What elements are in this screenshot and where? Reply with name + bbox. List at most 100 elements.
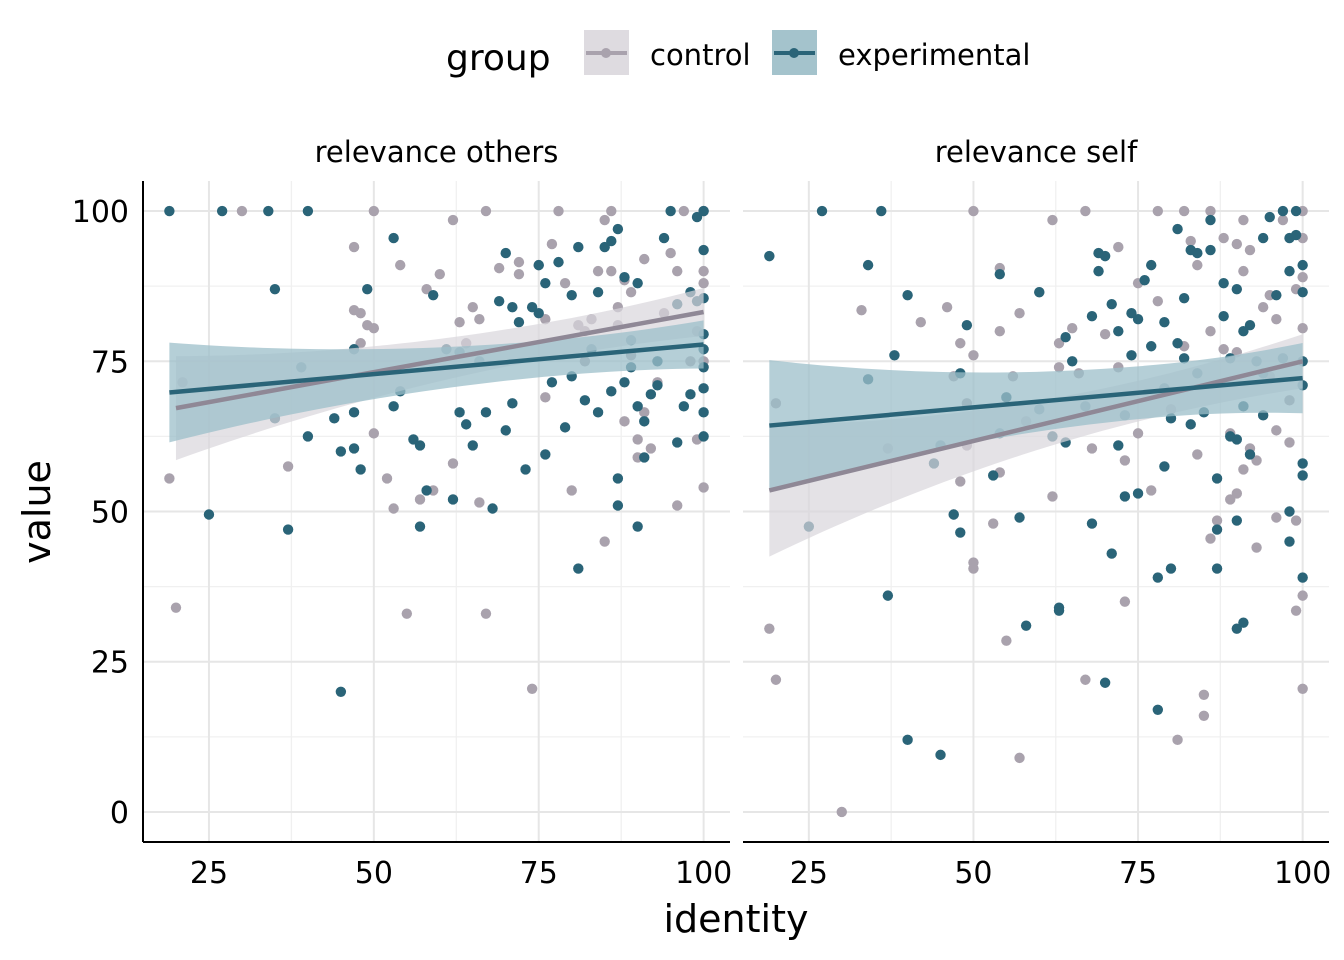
point-experimental <box>216 205 228 217</box>
point-experimental <box>1284 506 1295 517</box>
point-experimental <box>1284 536 1295 547</box>
point-experimental <box>1159 317 1170 328</box>
point-experimental <box>1146 259 1157 271</box>
point-experimental <box>592 286 604 298</box>
point-experimental <box>1113 326 1124 337</box>
point-control <box>1086 443 1098 454</box>
point-control <box>401 608 413 619</box>
point-control <box>1080 674 1091 685</box>
point-experimental <box>428 289 439 301</box>
point-experimental <box>507 398 518 409</box>
point-control <box>1152 205 1164 217</box>
point-control <box>170 602 182 613</box>
point-experimental <box>454 407 465 418</box>
y-tick-label: 100 <box>72 195 129 230</box>
point-control <box>1001 635 1012 646</box>
point-experimental <box>1106 548 1117 559</box>
point-experimental <box>1014 512 1025 523</box>
point-experimental <box>612 473 624 484</box>
legend-title: group <box>446 38 551 79</box>
point-experimental <box>882 590 894 601</box>
point-control <box>553 205 564 217</box>
legend-label-experimental: experimental <box>838 38 1030 72</box>
point-experimental <box>1152 572 1164 583</box>
point-experimental <box>203 509 215 520</box>
point-control <box>1218 232 1229 244</box>
point-experimental <box>1106 298 1117 310</box>
y-axis-title: value <box>15 460 59 564</box>
point-experimental <box>493 295 505 307</box>
point-control <box>513 268 525 280</box>
point-control <box>599 536 610 547</box>
point-experimental <box>1020 620 1032 631</box>
point-control <box>1205 533 1216 544</box>
point-experimental <box>902 734 913 746</box>
point-control <box>1047 214 1058 226</box>
point-control <box>1284 437 1295 448</box>
point-control <box>606 265 617 277</box>
point-experimental <box>546 377 558 388</box>
point-experimental <box>1060 332 1071 343</box>
point-control <box>1290 605 1302 616</box>
point-experimental <box>658 232 670 244</box>
point-control <box>480 205 492 217</box>
ribbon-experimental <box>169 320 704 443</box>
point-experimental <box>994 268 1005 280</box>
point-control <box>355 308 366 319</box>
point-control <box>1297 683 1308 694</box>
point-experimental <box>1238 617 1249 628</box>
point-experimental <box>1053 605 1065 616</box>
point-control <box>1205 326 1216 337</box>
point-experimental <box>889 350 900 361</box>
point-control <box>625 286 637 298</box>
point-experimental <box>1132 488 1144 499</box>
point-control <box>1277 214 1289 226</box>
point-experimental <box>566 289 577 301</box>
point-control <box>1231 488 1243 499</box>
point-experimental <box>1231 283 1243 295</box>
x-tick-label: 50 <box>355 856 393 891</box>
panel-strip-label: relevance self <box>935 135 1138 169</box>
point-experimental <box>579 395 591 406</box>
point-control <box>955 476 966 487</box>
point-experimental <box>164 205 175 217</box>
point-control <box>968 563 979 574</box>
point-experimental <box>500 247 511 259</box>
point-experimental <box>520 464 531 475</box>
point-experimental <box>500 425 511 436</box>
point-experimental <box>988 470 999 481</box>
point-experimental <box>862 259 874 271</box>
point-control <box>836 806 847 818</box>
point-control <box>474 497 485 508</box>
point-control <box>639 407 650 418</box>
point-experimental <box>698 431 709 442</box>
fit-line-control <box>768 359 1304 493</box>
point-control <box>1014 308 1025 319</box>
point-experimental <box>1139 274 1150 286</box>
point-control <box>395 259 406 271</box>
point-experimental <box>1165 563 1177 574</box>
x-axis-title: identity <box>664 897 809 941</box>
point-control <box>1132 428 1144 439</box>
point-control <box>164 473 175 484</box>
point-control <box>599 214 610 226</box>
point-experimental <box>1290 229 1302 241</box>
point-control <box>1099 329 1111 340</box>
panel-relevance-others: relevance others 0 25 50 75 100 25 50 75 100 <box>72 135 733 891</box>
point-control <box>236 205 248 217</box>
point-experimental <box>1086 518 1098 529</box>
point-experimental <box>599 241 610 253</box>
point-control <box>1178 205 1190 217</box>
point-experimental <box>698 244 709 256</box>
point-control <box>856 304 867 316</box>
point-experimental <box>540 277 551 289</box>
y-tick-label: 25 <box>91 646 129 681</box>
fit-line-control <box>175 309 705 411</box>
point-control <box>606 205 617 217</box>
point-experimental <box>480 407 492 418</box>
point-experimental <box>948 509 959 520</box>
point-control <box>1053 362 1065 373</box>
point-experimental <box>1119 491 1131 502</box>
point-experimental <box>632 521 643 532</box>
point-experimental <box>902 289 913 301</box>
